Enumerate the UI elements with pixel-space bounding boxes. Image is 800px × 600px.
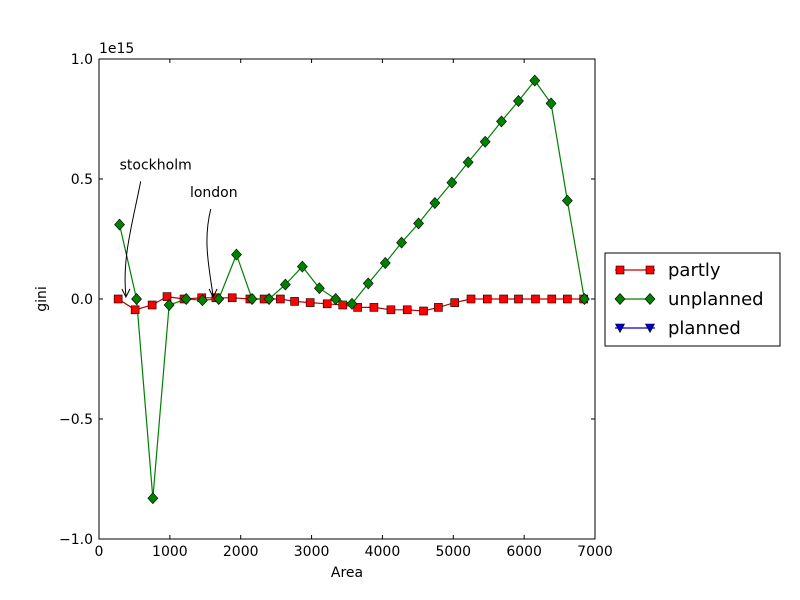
annotation-label: london (190, 185, 238, 201)
data-point-partly (162, 292, 172, 301)
data-point-partly (290, 297, 299, 306)
data-point-partly (322, 299, 332, 309)
data-point-unplanned (496, 115, 507, 128)
data-point-unplanned (379, 257, 391, 269)
legend-label-partly: partly (668, 260, 721, 281)
y-tick-label: −1.0 (59, 532, 93, 548)
x-tick-label: 4000 (365, 544, 401, 560)
series-unplanned (114, 74, 590, 505)
data-point-unplanned (561, 194, 573, 207)
data-point-unplanned (114, 218, 125, 231)
data-point-unplanned (296, 260, 308, 273)
data-point-unplanned (413, 217, 424, 230)
annotation-label: stockholm (120, 157, 192, 173)
data-point-partly (563, 294, 572, 304)
data-point-unplanned (346, 297, 358, 310)
data-point-partly (499, 294, 508, 304)
annotation-arrow (206, 208, 214, 297)
data-point-partly (434, 303, 443, 312)
data-point-partly (450, 298, 460, 307)
data-point-partly (547, 294, 557, 304)
data-point-unplanned (180, 293, 192, 305)
y-tick-label: −0.5 (59, 412, 93, 428)
x-tick-label: 3000 (294, 544, 330, 560)
data-point-unplanned (246, 293, 258, 305)
legend-marker-partly (615, 265, 625, 275)
axes-frame (98, 58, 596, 540)
y-tick-label: 0.0 (71, 292, 93, 308)
data-point-unplanned (446, 176, 458, 189)
legend-marker-planned (615, 323, 625, 334)
annotation-arrow (124, 181, 142, 297)
data-point-unplanned (313, 282, 325, 295)
y-offset-label: 1e15 (99, 41, 134, 57)
data-point-partly (227, 293, 237, 303)
annotation-arrowhead (208, 288, 218, 299)
data-point-partly (305, 298, 315, 307)
x-axis-label: Area (331, 565, 363, 581)
x-tick-label: 2000 (223, 544, 259, 560)
data-point-partly (386, 305, 396, 315)
legend-marker-planned (645, 323, 655, 334)
data-point-unplanned (330, 293, 342, 305)
x-tick-label: 6000 (506, 544, 542, 560)
x-tick-label: 5000 (435, 544, 471, 560)
x-tick-label: 7000 (577, 544, 613, 560)
data-point-unplanned (396, 236, 407, 249)
data-point-partly (482, 294, 492, 304)
data-point-unplanned (529, 74, 541, 87)
data-point-partly (113, 294, 123, 304)
data-point-partly (130, 305, 140, 315)
y-tick-label: 0.5 (71, 172, 93, 188)
data-point-partly (514, 294, 523, 304)
data-point-unplanned (147, 492, 159, 505)
legend-marker-unplanned (614, 293, 626, 305)
data-point-unplanned (513, 95, 524, 107)
data-point-unplanned (131, 293, 142, 305)
data-point-unplanned (231, 248, 242, 261)
data-point-unplanned (213, 293, 225, 305)
data-point-unplanned (163, 299, 175, 311)
data-point-partly (276, 294, 285, 304)
data-point-unplanned (479, 135, 491, 148)
data-point-unplanned (462, 156, 474, 169)
legend-label-planned: planned (668, 318, 741, 339)
data-point-partly (531, 294, 540, 304)
data-point-unplanned (263, 293, 275, 305)
data-point-partly (466, 294, 476, 304)
data-point-unplanned (545, 97, 557, 110)
annotation-arrowhead (121, 288, 131, 299)
legend-label-unplanned: unplanned (668, 289, 764, 310)
x-tick-label: 0 (95, 544, 104, 560)
data-point-partly (147, 300, 157, 310)
legend: partly unplanned planned (604, 252, 781, 347)
legend-marker-partly (645, 265, 655, 275)
data-point-partly (369, 303, 379, 312)
y-tick-label: 1.0 (71, 52, 93, 68)
legend-marker-unplanned (644, 293, 656, 305)
x-tick-label: 1000 (152, 544, 188, 560)
data-point-partly (419, 306, 428, 316)
data-point-unplanned (578, 293, 590, 305)
data-point-unplanned (362, 277, 374, 290)
data-point-unplanned (279, 278, 291, 291)
data-point-partly (402, 305, 412, 315)
data-point-unplanned (197, 294, 208, 307)
y-axis-label: gini (34, 286, 50, 312)
data-point-unplanned (429, 197, 441, 209)
